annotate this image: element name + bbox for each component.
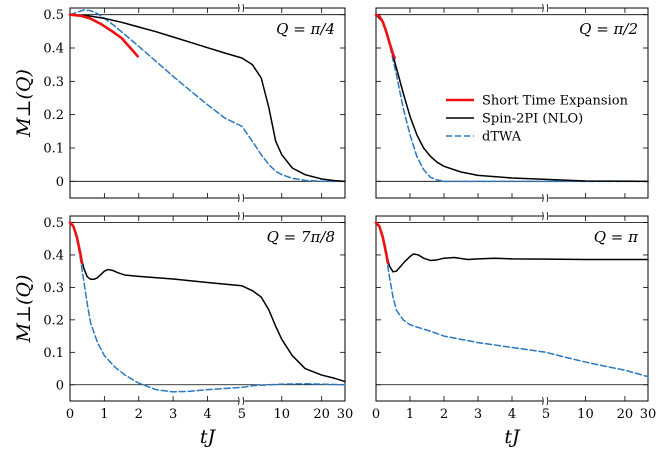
x-tick-label: 10 [577, 407, 594, 422]
y-tick-label: 0 [56, 175, 64, 190]
panel-label: Q = π/2 [579, 20, 638, 38]
legend-entry-label: Spin-2PI (NLO) [482, 112, 583, 127]
y-tick-label: 0.1 [43, 142, 64, 157]
axis-break-mark [546, 193, 549, 203]
x-tick-label: 5 [238, 407, 246, 422]
axis-break-mark [546, 3, 549, 13]
axis-break-mark [542, 211, 544, 221]
series-line-short-time-expansion [374, 221, 390, 265]
series-line-short-time-expansion [68, 13, 140, 58]
axis-break-mark [546, 396, 549, 406]
series-line-spin-2pi-nlo- [69, 13, 346, 183]
axis-break-mark [242, 211, 245, 221]
x-tick-label: 4 [203, 407, 211, 422]
x-tick-label: 30 [337, 407, 354, 422]
x-tick-label: 20 [313, 407, 330, 422]
series-line-spin-2pi-nlo- [375, 221, 649, 273]
series-line-dtwa [69, 9, 346, 183]
axis-break-mark [542, 193, 544, 203]
x-tick-label: 2 [135, 407, 143, 422]
x-tick-label: 1 [100, 407, 108, 422]
axis-break-gap [239, 193, 245, 203]
series-line-spin-2pi-nlo- [69, 221, 346, 383]
axis-break-gap [239, 396, 245, 406]
series-line-spin-2pi-nlo- [375, 13, 649, 183]
y-tick-label: 0.2 [43, 313, 64, 328]
x-tick-label: 3 [169, 407, 177, 422]
y-tick-label: 0.1 [43, 346, 64, 361]
series-line-short-time-expansion [68, 221, 84, 265]
axis-break-gap [543, 211, 549, 221]
axis-break-mark [237, 211, 240, 221]
legend-entry-label: Short Time Expansion [482, 94, 629, 109]
y-tick-label: 0.3 [43, 75, 64, 90]
panel-2: Q = π/2 Short Time Expansion Spin-2PI (NLO… [374, 3, 649, 203]
x-tick-label: 1 [406, 407, 414, 422]
y-tick-label: 0.5 [43, 8, 64, 23]
axis-break-mark [237, 3, 240, 13]
x-tick-label: 3 [474, 407, 482, 422]
axis-break-mark [242, 3, 245, 13]
panel-1: 0 0.1 0.2 0.3 0.4 0.5 Q = π/4 M⊥(Q) [13, 3, 346, 203]
axis-break-mark [237, 396, 240, 406]
axis-break-gap [239, 3, 245, 13]
x-tick-label: 2 [440, 407, 448, 422]
x-axis-label: tJ [200, 426, 217, 448]
legend-entry-label: dTWA [482, 130, 522, 145]
x-tick-label: 5 [542, 407, 550, 422]
x-tick-label: 20 [617, 407, 634, 422]
x-tick-label: 0 [372, 407, 380, 422]
series-line-short-time-expansion [374, 13, 396, 60]
panel-label: Q = π [594, 228, 639, 246]
axis-break-gap [239, 211, 245, 221]
panel-4: 0 1 2 3 4 5 10 20 30 Q = π tJ [372, 211, 656, 448]
y-tick-label: 0.4 [43, 248, 64, 263]
axis-break-gap [543, 396, 549, 406]
axis-break-gap [543, 3, 549, 13]
axis-break-mark [542, 3, 544, 13]
legend: Short Time Expansion Spin-2PI (NLO) dTWA [446, 94, 629, 145]
axis-break-mark [242, 396, 245, 406]
y-axis-label: M⊥(Q) [13, 69, 35, 138]
panel-label: Q = 7π/8 [267, 228, 335, 246]
axis-break-mark [542, 396, 544, 406]
axis-break-mark [546, 211, 549, 221]
panel-3: 0 1 2 3 4 5 10 20 30 0 0.1 0.2 0.3 0.4 0.5 Q = 7π/8 M⊥(Q… [13, 211, 353, 448]
x-tick-label: 10 [273, 407, 290, 422]
axis-break-mark [237, 193, 240, 203]
x-axis-label: tJ [504, 426, 521, 448]
y-tick-label: 0.5 [43, 216, 64, 231]
series-line-dtwa [69, 221, 346, 393]
x-tick-label: 4 [508, 407, 516, 422]
panel-label: Q = π/4 [276, 20, 335, 38]
axis-break-gap [543, 193, 549, 203]
y-tick-label: 0 [56, 378, 64, 393]
x-tick-label: 30 [640, 407, 657, 422]
axis-break-mark [242, 193, 245, 203]
x-tick-label: 0 [66, 407, 74, 422]
y-tick-label: 0.2 [43, 108, 64, 123]
y-axis-label: M⊥(Q) [13, 275, 35, 344]
y-tick-label: 0.3 [43, 281, 64, 296]
y-tick-label: 0.4 [43, 42, 64, 57]
